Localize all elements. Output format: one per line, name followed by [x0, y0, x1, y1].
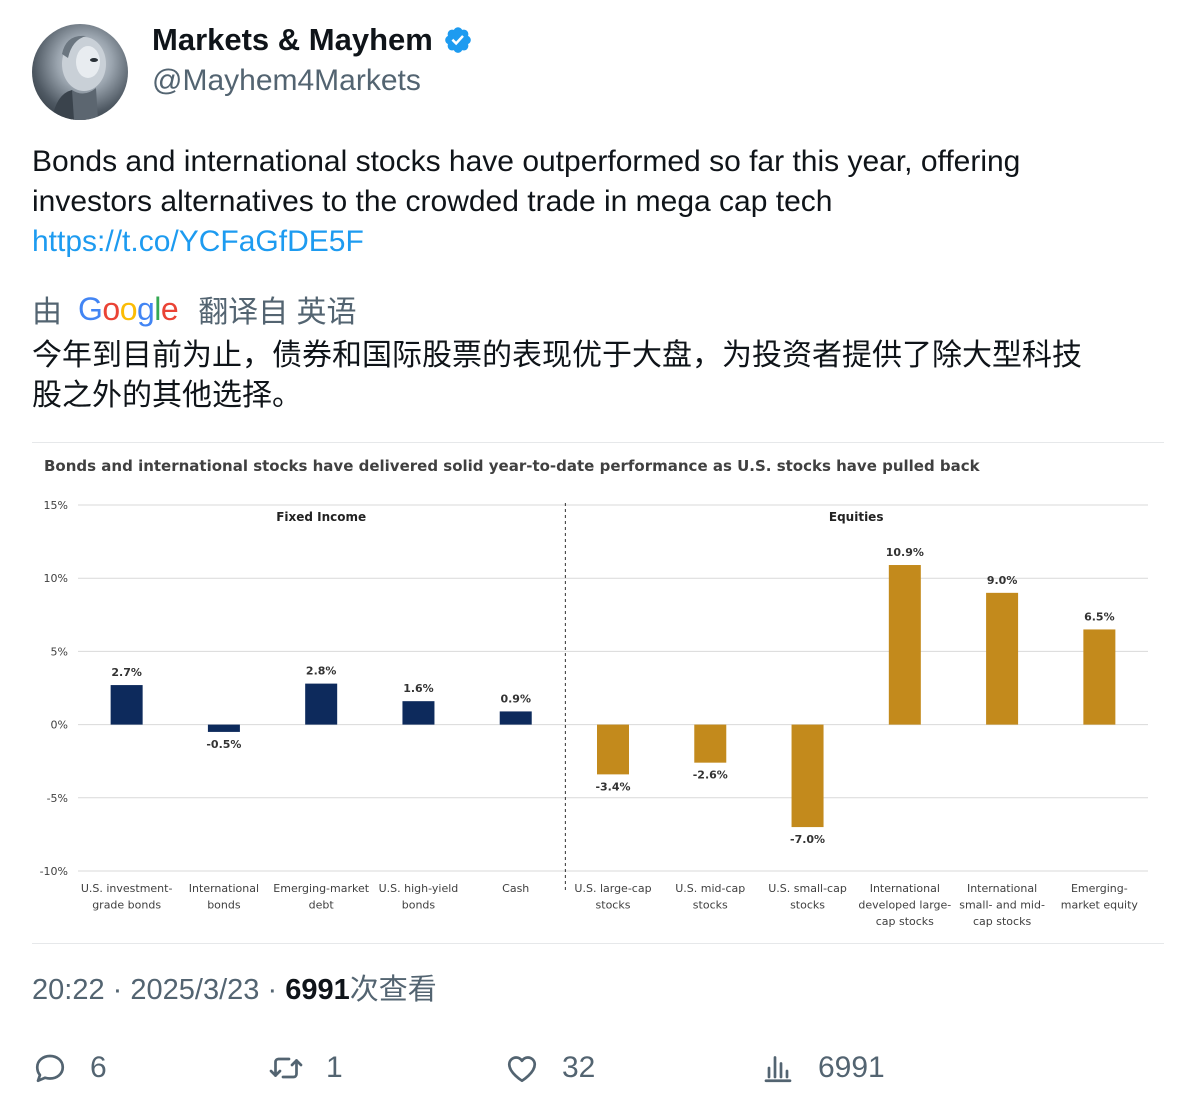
x-tick-label: International: [189, 882, 259, 895]
bar: [1083, 629, 1116, 725]
y-tick-label: -10%: [40, 865, 68, 878]
translation-attribution: 由 Google 翻译自 英语: [32, 287, 357, 331]
x-tick-label: U.S. small-cap: [768, 882, 847, 895]
x-tick-label: International: [870, 882, 940, 895]
robot-avatar-image: [52, 35, 106, 120]
tweet-text-line-2: investors alternatives to the crowded tr…: [32, 185, 833, 218]
bar: [986, 592, 1019, 725]
author-name-row: Markets & Mayhem: [152, 22, 473, 58]
data-label: 6.5%: [1084, 610, 1115, 623]
y-tick-label: 10%: [44, 572, 68, 585]
data-label: 10.9%: [886, 546, 924, 559]
google-logo-letter: e: [160, 290, 179, 327]
meta-separator-2: ·: [267, 974, 278, 1006]
bar: [791, 724, 824, 828]
action-bar: 6 1 32 6991: [32, 1050, 1162, 1098]
translated-line-2: 股之外的其他选择。: [32, 379, 302, 412]
bar: [499, 711, 532, 725]
like-button[interactable]: 32: [504, 1050, 595, 1086]
x-tick-label: debt: [309, 899, 335, 912]
translated-line-1: 今年到目前为止，债券和国际股票的表现优于大盘，为投资者提供了除大型科技: [32, 339, 1082, 372]
reply-icon: [35, 1054, 65, 1083]
reply-button[interactable]: 6: [32, 1050, 107, 1086]
data-label: -7.0%: [790, 833, 825, 846]
data-label: -2.6%: [693, 769, 728, 782]
tweet-meta: 20:22 · 2025/3/23 · 6991次查看: [32, 966, 437, 1008]
reply-count: 6: [90, 1051, 107, 1084]
chart-image[interactable]: Bonds and international stocks have deli…: [32, 442, 1164, 944]
bar: [888, 565, 921, 725]
x-tick-label: small- and mid-: [959, 899, 1045, 912]
views-button[interactable]: 6991: [760, 1050, 885, 1086]
data-label: 2.8%: [306, 665, 337, 678]
x-tick-label: U.S. investment-: [81, 882, 173, 895]
x-tick-label: market equity: [1061, 899, 1139, 912]
bar: [402, 701, 435, 725]
bar: [694, 724, 727, 763]
x-tick-label: Emerging-market: [273, 882, 369, 895]
x-tick-label: International: [967, 882, 1037, 895]
author-name[interactable]: Markets & Mayhem: [152, 22, 433, 57]
retweet-icon: [269, 1057, 303, 1079]
y-tick-label: -5%: [47, 792, 68, 805]
bar: [207, 724, 240, 732]
group-label: Equities: [829, 510, 884, 524]
google-logo-letter: o: [119, 290, 138, 327]
data-label: -0.5%: [206, 738, 241, 751]
x-tick-label: Emerging-: [1071, 882, 1128, 895]
bar: [110, 685, 143, 725]
meta-separator-1: ·: [112, 974, 123, 1006]
data-label: 1.6%: [403, 682, 434, 695]
data-label: 9.0%: [987, 574, 1018, 587]
analytics-icon: [764, 1056, 792, 1083]
view-count: 6991: [285, 974, 350, 1006]
google-logo-letter: l: [154, 290, 161, 327]
author-avatar[interactable]: [32, 24, 128, 120]
x-tick-label: U.S. large-cap: [574, 882, 651, 895]
x-tick-label: stocks: [790, 899, 825, 912]
y-tick-label: 0%: [51, 719, 68, 732]
google-logo-letter: G: [78, 290, 103, 327]
x-tick-label: U.S. high-yield: [379, 882, 459, 895]
google-logo-letter: g: [136, 290, 155, 327]
x-tick-label: stocks: [693, 899, 728, 912]
tweet-time[interactable]: 20:22: [32, 974, 105, 1006]
data-label: -3.4%: [595, 780, 630, 793]
x-tick-label: Cash: [502, 882, 529, 895]
translated-text: 今年到目前为止，债券和国际股票的表现优于大盘，为投资者提供了除大型科技 股之外的…: [32, 336, 1162, 416]
bar: [597, 724, 629, 775]
bar: [305, 683, 338, 725]
x-tick-label: stocks: [596, 899, 631, 912]
tweet-text-line-1: Bonds and international stocks have outp…: [32, 145, 1021, 178]
x-tick-label: cap stocks: [876, 915, 934, 928]
y-tick-label: 15%: [44, 499, 68, 512]
tweet-body: Bonds and international stocks have outp…: [32, 142, 1162, 262]
x-tick-label: developed large-: [858, 899, 951, 912]
translation-suffix: 翻译自 英语: [198, 296, 357, 329]
google-logo-letter: o: [102, 290, 120, 327]
x-tick-label: cap stocks: [973, 915, 1031, 928]
data-label: 0.9%: [500, 692, 531, 705]
author-handle[interactable]: @Mayhem4Markets: [152, 64, 421, 97]
translation-prefix: 由: [32, 296, 62, 329]
views-count: 6991: [818, 1051, 885, 1084]
tweet-date[interactable]: 2025/3/23: [130, 974, 260, 1006]
chart-title: Bonds and international stocks have deli…: [44, 457, 981, 475]
bar-chart: Bonds and international stocks have deli…: [40, 457, 1148, 928]
verified-badge-icon: [445, 27, 471, 53]
x-tick-label: grade bonds: [92, 899, 161, 912]
view-label: 次查看: [349, 974, 437, 1006]
google-logo: Google: [78, 290, 179, 328]
x-tick-label: U.S. mid-cap: [675, 882, 745, 895]
heart-icon: [507, 1056, 537, 1083]
like-count: 32: [562, 1051, 596, 1084]
retweet-button[interactable]: 1: [268, 1050, 343, 1086]
tweet-link[interactable]: https://t.co/YCFaGfDE5F: [32, 225, 364, 258]
data-label: 2.7%: [111, 666, 142, 679]
y-tick-label: 5%: [51, 645, 68, 658]
x-tick-label: bonds: [402, 899, 436, 912]
group-label: Fixed Income: [276, 510, 366, 524]
retweet-count: 1: [326, 1051, 343, 1084]
x-tick-label: bonds: [207, 899, 241, 912]
